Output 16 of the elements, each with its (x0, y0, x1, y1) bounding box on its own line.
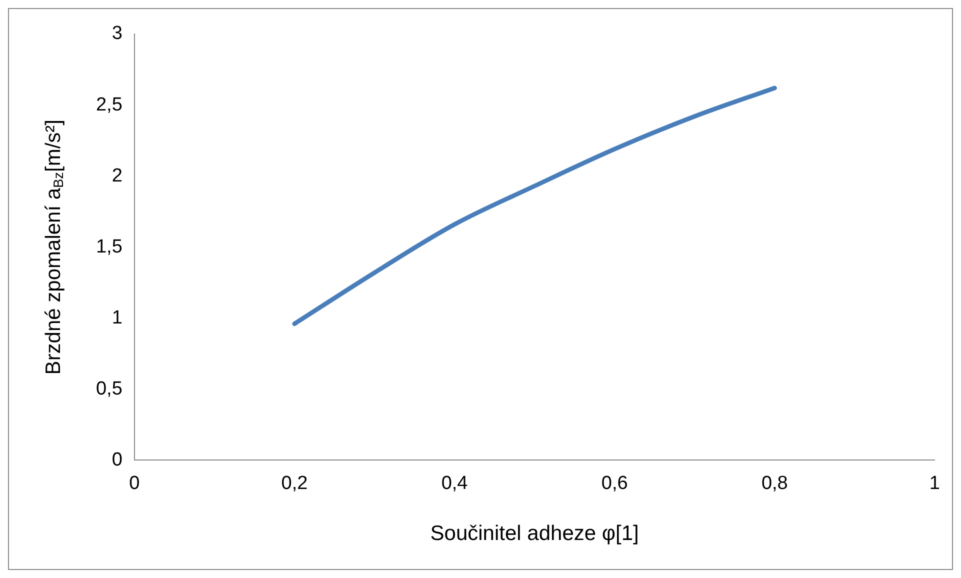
x-tick-label: 0,6 (601, 472, 628, 494)
y-tick-label: 1,5 (96, 236, 122, 258)
x-tick-label: 0 (129, 472, 140, 494)
y-tick-label: 1 (112, 307, 122, 328)
x-tick-label: 1 (929, 472, 940, 494)
y-tick-label: 2 (112, 165, 122, 186)
x-tick-label: 0,8 (761, 472, 788, 494)
x-tick-label: 0,4 (441, 472, 468, 494)
y-tick-label: 2,5 (96, 94, 122, 116)
x-axis-title: Součinitel adheze φ[1] (430, 522, 639, 545)
y-tick-label: 3 (112, 23, 122, 44)
y-tick-label: 0 (112, 449, 122, 470)
y-tick-label: 0,5 (96, 378, 122, 400)
y-axis-title: Brzdné zpomalení aBz[m/s²] (42, 120, 66, 375)
line-series (292, 86, 777, 326)
x-tick-label: 0,2 (281, 472, 308, 494)
